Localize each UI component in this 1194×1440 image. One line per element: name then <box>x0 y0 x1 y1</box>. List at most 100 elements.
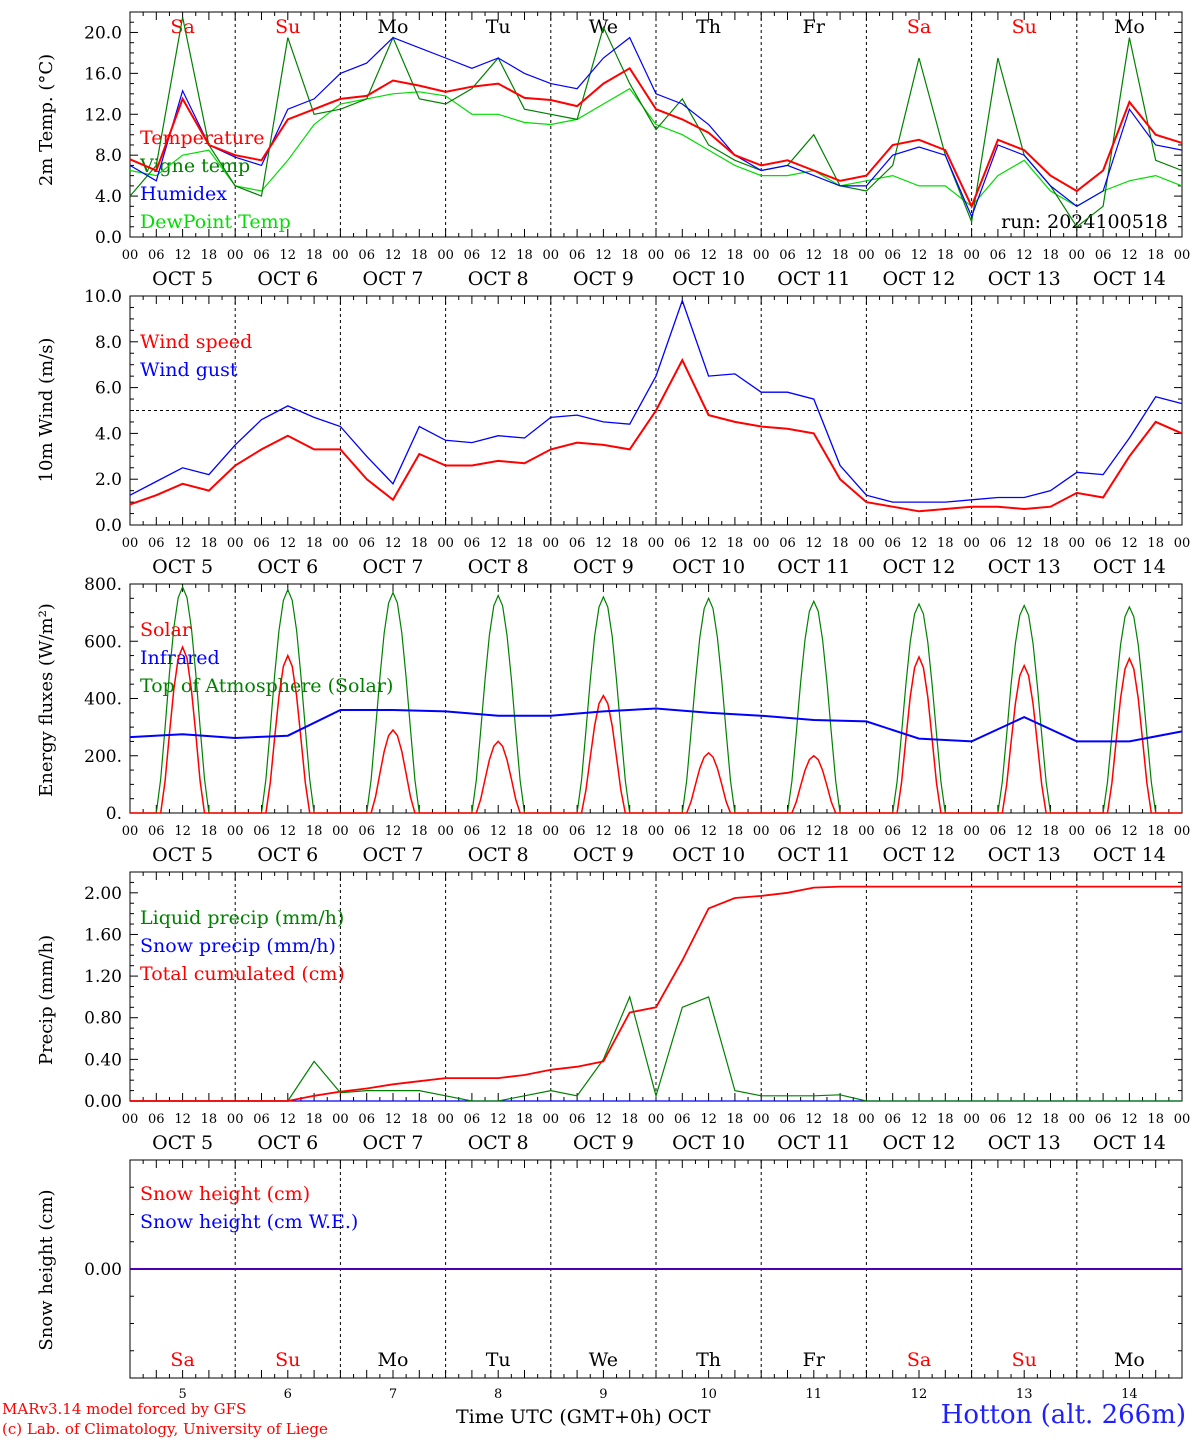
panel-3 <box>129 583 1183 814</box>
y-tick-label: 1.20 <box>84 967 122 987</box>
y-tick-label: 0.0 <box>95 228 122 248</box>
x-hour-label: 06 <box>358 824 375 839</box>
y-tick-label: 4.0 <box>95 187 122 207</box>
y-tick-label: 0. <box>106 804 122 824</box>
x-hour-label: 12 <box>1121 248 1138 263</box>
x-hour-label: 18 <box>1147 248 1164 263</box>
y-axis-label: 2m Temp. (°C) <box>36 54 57 186</box>
x-date-label: OCT 8 <box>468 1132 529 1154</box>
x-hour-label: 18 <box>411 1112 428 1127</box>
x-hour-label: 00 <box>1174 248 1191 263</box>
x-hour-label: 18 <box>621 1112 638 1127</box>
x-hour-label: 00 <box>332 824 349 839</box>
x-hour-label: 00 <box>963 536 980 551</box>
x-hour-label: 12 <box>490 1112 507 1127</box>
x-hour-label: 00 <box>1174 1112 1191 1127</box>
legend-entry: Wind gust <box>140 359 238 381</box>
x-date-label: OCT 12 <box>882 844 955 866</box>
x-date-label: OCT 12 <box>882 268 955 290</box>
legend-entry: Humidex <box>140 183 227 205</box>
x-date-label: OCT 6 <box>257 1132 318 1154</box>
x-hour-label: 18 <box>1042 536 1059 551</box>
x-hour-label: 18 <box>1147 1112 1164 1127</box>
weekday-label-top: Sa <box>907 16 931 38</box>
x-hour-label: 12 <box>806 1112 823 1127</box>
x-hour-label: 12 <box>280 824 297 839</box>
x-hour-label: 06 <box>148 536 165 551</box>
x-date-label: OCT 13 <box>988 1132 1061 1154</box>
x-date-label: OCT 9 <box>573 1132 634 1154</box>
weekday-label-bottom: Mo <box>378 1349 409 1371</box>
x-hour-label: 18 <box>201 536 218 551</box>
x-hour-label: 12 <box>700 248 717 263</box>
x-hour-label: 00 <box>437 248 454 263</box>
x-hour-label: 06 <box>148 248 165 263</box>
x-date-label: OCT 6 <box>257 844 318 866</box>
lab-credit: (c) Lab. of Climatology, University of L… <box>2 1420 328 1438</box>
x-hour-label: 12 <box>174 1112 191 1127</box>
series-line-humidex <box>129 36 1183 219</box>
y-tick-label: 0.00 <box>84 1092 122 1112</box>
x-date-label: OCT 7 <box>363 268 424 290</box>
x-date-label: OCT 14 <box>1093 556 1166 578</box>
x-hour-label: 18 <box>1042 248 1059 263</box>
x-hour-label: 06 <box>884 824 901 839</box>
x-hour-label: 06 <box>990 248 1007 263</box>
y-tick-label: 16.0 <box>84 64 122 84</box>
x-date-label: OCT 10 <box>672 844 745 866</box>
y-tick-label: 20.0 <box>84 23 122 43</box>
x-hour-label: 12 <box>595 824 612 839</box>
x-date-label: OCT 7 <box>363 844 424 866</box>
x-date-label: OCT 12 <box>882 556 955 578</box>
y-tick-label: 800. <box>84 575 122 595</box>
x-hour-label: 18 <box>306 1112 323 1127</box>
x-hour-label: 00 <box>963 248 980 263</box>
y-axis-label: 10m Wind (m/s) <box>36 338 57 483</box>
x-hour-label: 06 <box>253 1112 270 1127</box>
x-hour-label: 06 <box>358 248 375 263</box>
x-hour-label: 12 <box>1016 1112 1033 1127</box>
x-hour-label: 06 <box>569 1112 586 1127</box>
x-hour-label: 00 <box>648 824 665 839</box>
x-hour-label: 18 <box>727 536 744 551</box>
x-hour-label: 12 <box>490 824 507 839</box>
x-hour-label: 06 <box>884 1112 901 1127</box>
x-hour-label: 06 <box>884 248 901 263</box>
x-hour-label: 00 <box>648 536 665 551</box>
x-hour-label: 06 <box>148 1112 165 1127</box>
x-hour-label: 00 <box>1174 536 1191 551</box>
series-line-infrared <box>129 707 1183 743</box>
x-hour-label: 00 <box>227 824 244 839</box>
x-hour-label: 12 <box>280 536 297 551</box>
x-hour-label: 00 <box>227 1112 244 1127</box>
weekday-label-top: Su <box>275 16 300 38</box>
y-tick-label: 10.0 <box>84 287 122 307</box>
weekday-label-bottom: Su <box>1012 1349 1037 1371</box>
x-hour-label: 12 <box>806 824 823 839</box>
x-hour-label: 12 <box>595 536 612 551</box>
x-hour-label: 00 <box>543 536 560 551</box>
y-tick-label: 6.0 <box>95 379 122 399</box>
x-date-label: OCT 9 <box>573 268 634 290</box>
x-date-label: OCT 11 <box>777 844 850 866</box>
x-hour-label: 06 <box>779 536 796 551</box>
x-hour-label: 18 <box>306 248 323 263</box>
legend-entry: Wind speed <box>140 331 252 353</box>
x-date-label: OCT 8 <box>468 844 529 866</box>
series-line-solar <box>130 644 1182 814</box>
x-hour-label: 00 <box>227 536 244 551</box>
x-date-label: OCT 5 <box>152 844 213 866</box>
legend-entry: Snow height (cm) <box>140 1183 310 1205</box>
panel-2 <box>129 295 1183 526</box>
x-hour-label: 00 <box>963 824 980 839</box>
x-hour-label: 06 <box>779 1112 796 1127</box>
x-hour-label: 06 <box>1095 824 1112 839</box>
x-hour-label: 12 <box>174 248 191 263</box>
legend-entry: Liquid precip (mm/h) <box>140 907 344 929</box>
x-date-label: OCT 14 <box>1093 844 1166 866</box>
x-hour-label: 00 <box>122 248 139 263</box>
x-hour-label: 12 <box>280 1112 297 1127</box>
x-hour-label: 06 <box>148 824 165 839</box>
x-hour-label: 00 <box>437 824 454 839</box>
day-number-label: 14 <box>1121 1387 1138 1402</box>
